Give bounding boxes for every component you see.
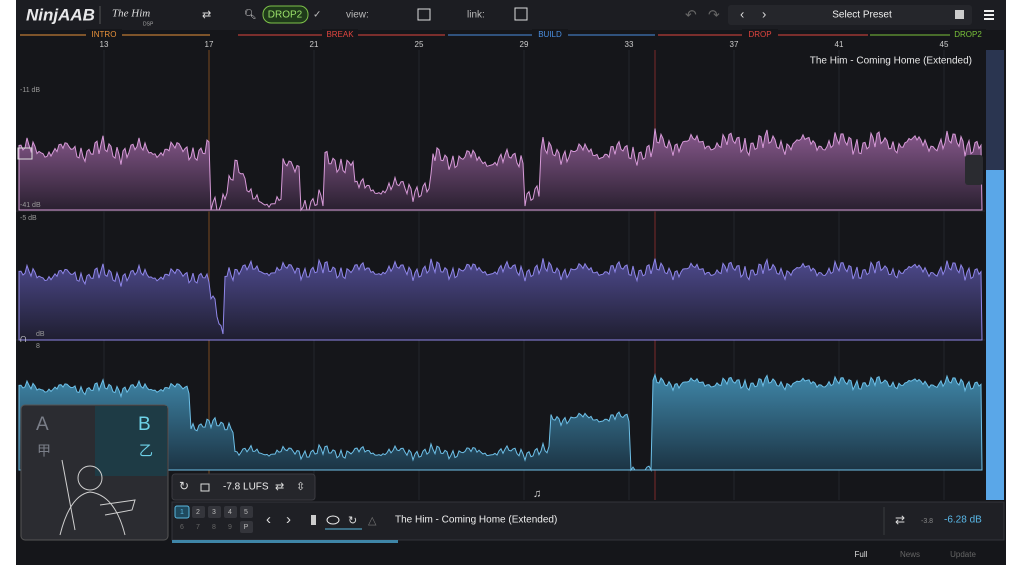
music-icon[interactable]: ♫ [533, 488, 541, 500]
section-label-bg [742, 29, 778, 41]
next-preset[interactable]: › [762, 6, 766, 21]
zoom-icon[interactable]: 🔍︎ [244, 9, 257, 21]
ninja-illustration [59, 459, 136, 536]
bar-number: 25 [415, 40, 424, 49]
slot-active[interactable] [174, 505, 190, 519]
waveform [18, 128, 983, 212]
eye-icon[interactable] [326, 515, 340, 525]
section-label-bg [532, 29, 568, 41]
swap-icon[interactable]: ⇄ [275, 481, 284, 493]
footer-tab[interactable]: Update [950, 550, 976, 559]
slot[interactable]: 9 [228, 524, 232, 531]
footer-tab[interactable]: Full [855, 550, 868, 559]
meter-level [986, 170, 1004, 500]
gain-small: -3.8 [921, 518, 933, 525]
slot[interactable]: 4 [228, 509, 232, 516]
ab-a-sub: 甲 [37, 443, 51, 459]
preset-chip-bg[interactable] [262, 5, 309, 24]
view-icon[interactable] [417, 8, 431, 21]
lock-icon[interactable] [200, 483, 210, 492]
preset-select[interactable]: Select Preset [832, 10, 892, 21]
section-label: BUILD [538, 30, 562, 39]
slot[interactable]: 1 [180, 509, 184, 516]
folder-icon[interactable] [17, 147, 33, 160]
slot-bg[interactable] [240, 521, 253, 533]
slot[interactable]: 5 [244, 509, 248, 516]
brand-sub: DSP [143, 21, 154, 27]
section-label: DROP [748, 30, 771, 39]
bar-number: 41 [835, 40, 844, 49]
lane-top-label: -11 dB [20, 87, 40, 94]
brand: The Him [112, 8, 150, 20]
slot[interactable]: P [244, 524, 249, 531]
save-icon[interactable] [955, 10, 964, 19]
loudness: -7.8 LUFS [223, 482, 269, 493]
lane-top-label: dB [36, 331, 45, 338]
waveform [18, 372, 983, 472]
loudness-bar [171, 473, 316, 501]
headphones-icon[interactable]: ∩ [19, 331, 28, 345]
lane-top-label: -5 dB [20, 215, 37, 222]
slot[interactable]: 7 [196, 524, 200, 531]
redo-icon[interactable]: ↷ [708, 7, 720, 23]
slot-bg[interactable] [208, 506, 221, 518]
bar-number: 37 [730, 40, 739, 49]
section-label-bg [86, 29, 122, 41]
section-label: DROP2 [954, 30, 982, 39]
ab-b[interactable]: B [138, 414, 151, 435]
view-label: view: [346, 10, 369, 21]
section-label-bg [950, 29, 986, 41]
ab-b-sub: 乙 [139, 443, 153, 459]
menu-icon[interactable] [984, 10, 994, 20]
bar-number: 33 [625, 40, 634, 49]
lane-sub-label: 8 [36, 343, 40, 350]
slot-bg[interactable] [192, 506, 205, 518]
next-track[interactable]: › [286, 511, 291, 528]
metronome-icon[interactable]: △ [368, 515, 377, 527]
section-label-bg [322, 29, 358, 41]
slot[interactable]: 2 [196, 509, 200, 516]
swap-icon[interactable]: ⇄ [202, 9, 211, 21]
logo: NinjAAB [26, 5, 95, 24]
fit-icon[interactable]: ⇳ [296, 481, 305, 493]
gain: -6.28 dB [944, 515, 982, 526]
check-icon: ✓ [313, 10, 321, 21]
player-bar [171, 501, 1005, 541]
bar-number: 17 [205, 40, 214, 49]
section-label: BREAK [326, 30, 354, 39]
slot-bg[interactable] [224, 506, 237, 518]
track-title: The Him - Coming Home (Extended) [810, 56, 972, 67]
section-label: INTRO [92, 30, 117, 39]
swap-icon[interactable]: ⇄ [895, 513, 905, 527]
preset-chip[interactable]: DROP2 [268, 10, 303, 21]
progress [172, 540, 398, 543]
prev-preset[interactable]: ‹ [740, 6, 744, 21]
bar-number: 29 [520, 40, 529, 49]
bar-number: 13 [100, 40, 109, 49]
prev-track[interactable]: ‹ [266, 511, 271, 528]
slot[interactable]: 3 [212, 509, 216, 516]
bar-number: 21 [310, 40, 319, 49]
link-icon[interactable] [514, 7, 528, 21]
loop-icon[interactable]: ↻ [348, 515, 357, 527]
player-title: The Him - Coming Home (Extended) [395, 515, 557, 526]
slot-bg[interactable] [240, 506, 253, 518]
slot[interactable]: 8 [212, 524, 216, 531]
lane-bottom-label: -41 dB [20, 202, 41, 209]
delete-icon[interactable] [311, 515, 316, 525]
sync-icon[interactable]: ↻ [179, 479, 189, 493]
preset-box[interactable] [728, 5, 972, 25]
settings-tab[interactable] [965, 155, 983, 185]
link-label: link: [467, 10, 485, 21]
ab-b-side[interactable] [95, 406, 167, 476]
waveform [18, 258, 983, 341]
undo-icon[interactable]: ↶ [685, 7, 697, 23]
slot[interactable]: 6 [180, 524, 184, 531]
footer-tab[interactable]: News [900, 550, 920, 559]
bar-number: 45 [940, 40, 949, 49]
ab-a[interactable]: A [36, 414, 49, 435]
